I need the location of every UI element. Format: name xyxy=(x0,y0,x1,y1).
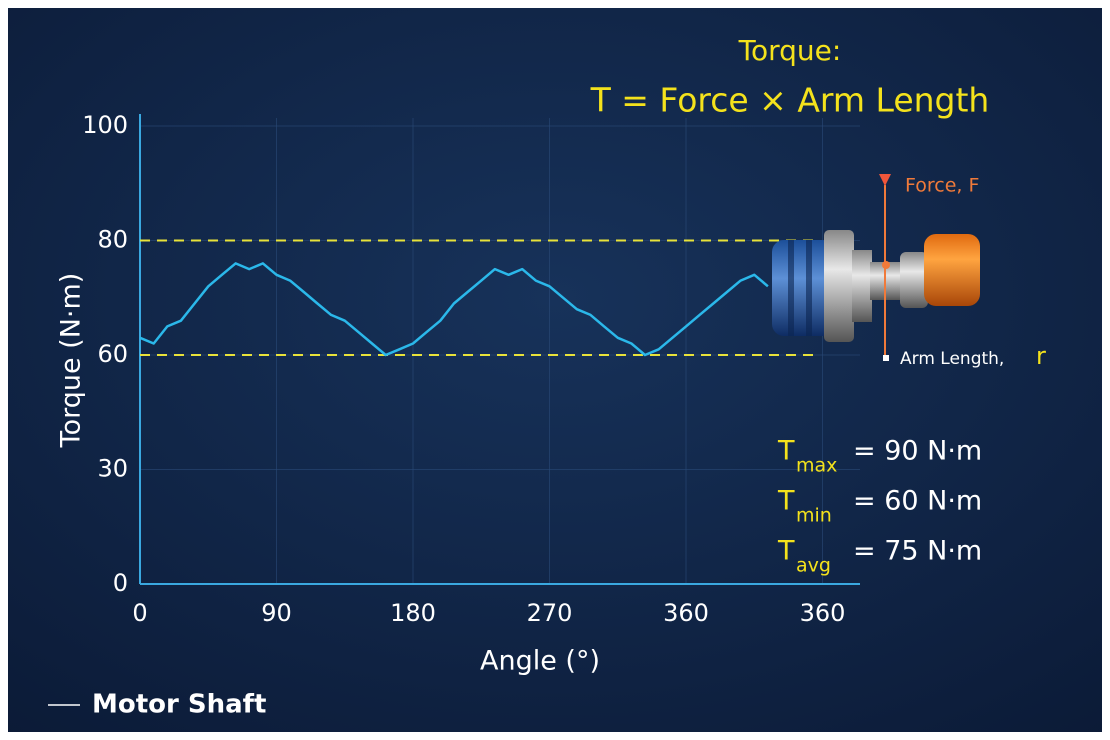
x-tick-label: 90 xyxy=(261,599,292,627)
stat-value: = 60 N·m xyxy=(853,486,982,517)
stat-symbol: T xyxy=(777,436,795,467)
chart-subtitle: T = Force × Arm Length xyxy=(590,81,990,120)
y-axis-label: Torque (N·m) xyxy=(56,273,87,449)
arm-symbol: r xyxy=(1036,342,1046,370)
y-tick-label: 100 xyxy=(82,111,128,139)
legend-label: Motor Shaft xyxy=(92,690,266,720)
stat-subscript: min xyxy=(796,505,832,527)
x-tick-label: 0 xyxy=(132,599,147,627)
stat-subscript: avg xyxy=(796,555,831,577)
x-tick-label: 270 xyxy=(527,599,573,627)
chart: Torque: T = Force × Arm Length Angle (°)… xyxy=(0,0,1110,740)
stat-subscript: max xyxy=(796,455,837,477)
y-tick-label: 60 xyxy=(97,340,128,368)
x-tick-label: 180 xyxy=(390,599,436,627)
y-tick-label: 80 xyxy=(97,226,128,254)
x-axis-label: Angle (°) xyxy=(480,646,600,677)
x-tick-label: 360 xyxy=(800,599,846,627)
y-tick-label: 30 xyxy=(97,455,128,483)
y-tick-label: 0 xyxy=(113,569,128,597)
stat-value: = 75 N·m xyxy=(853,536,982,567)
x-tick-label: 360 xyxy=(663,599,709,627)
chart-title: Torque: xyxy=(738,34,842,67)
force-label: Force, F xyxy=(905,175,979,197)
stat-symbol: T xyxy=(777,536,795,567)
stat-value: = 90 N·m xyxy=(853,436,982,467)
stat-symbol: T xyxy=(777,486,795,517)
arm-length-label: Arm Length, xyxy=(900,349,1004,369)
